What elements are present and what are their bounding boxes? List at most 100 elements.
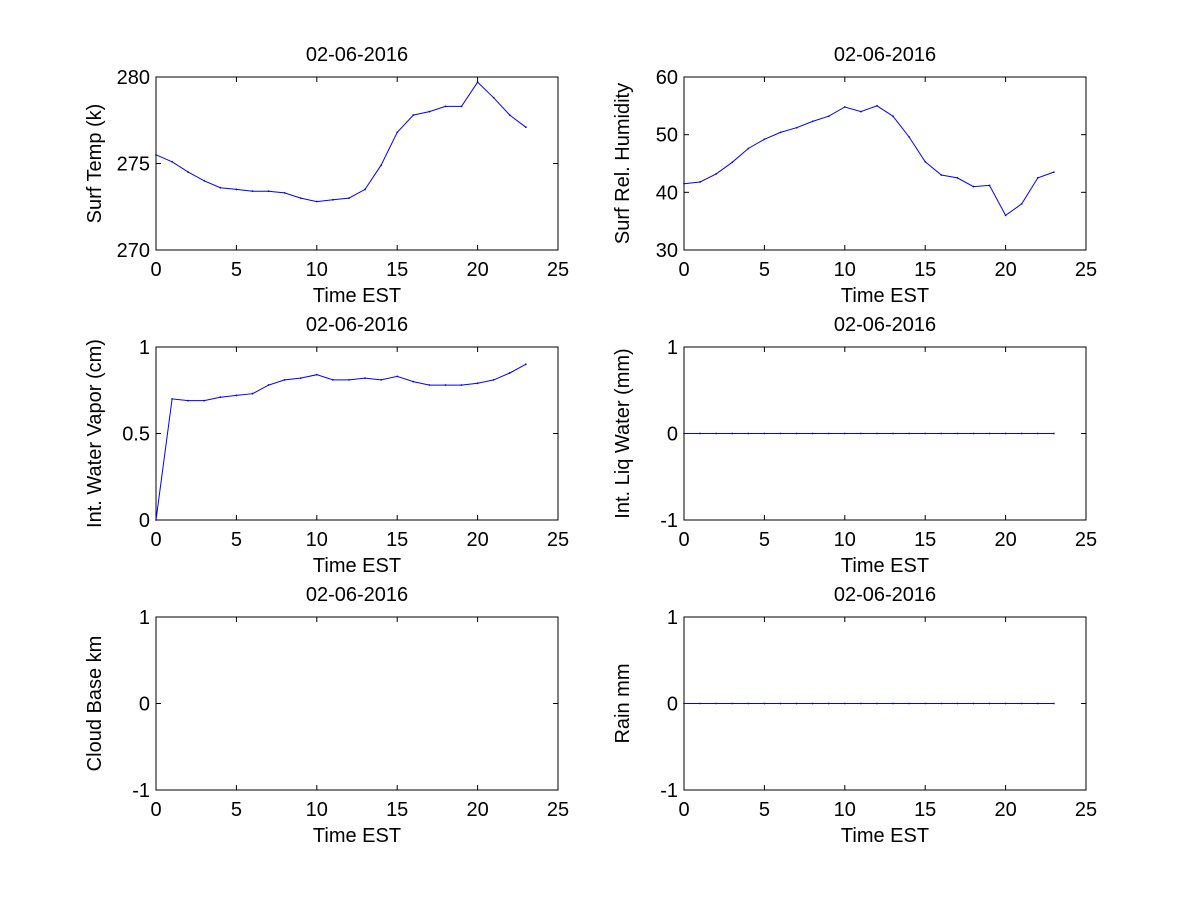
data-point [731, 161, 734, 164]
x-axis-label: Time EST [313, 285, 401, 307]
data-point [876, 702, 878, 705]
x-tick-label: 20 [994, 259, 1016, 281]
x-tick-label: 15 [914, 259, 936, 281]
data-point [747, 432, 750, 435]
data-point [956, 177, 959, 179]
data-point [956, 432, 959, 435]
data-point [1036, 702, 1039, 705]
subplot-3: 0 5 10 15 20 25 0 0.5 1 02-06-2016 Time EST Int. Wa… [84, 314, 569, 577]
data-point [892, 115, 894, 118]
data-point [843, 432, 846, 435]
data-point [731, 432, 734, 435]
data-point [492, 96, 495, 99]
data-point [1036, 432, 1039, 435]
x-tick-label: 0 [678, 799, 689, 821]
data-point [843, 106, 846, 108]
data-point [779, 702, 782, 705]
x-tick-label: 25 [547, 259, 569, 281]
data-point [171, 398, 173, 400]
data-point [747, 147, 750, 150]
data-point [715, 702, 718, 705]
data-point [811, 432, 814, 435]
y-axis-label: Rain mm [612, 663, 634, 743]
data-point [795, 432, 798, 435]
x-tick-label: 15 [386, 529, 408, 551]
x-axis-label: Time EST [841, 825, 929, 847]
data-point [396, 375, 399, 378]
y-tick-label: 275 [117, 154, 150, 176]
data-point [1052, 171, 1055, 174]
data-point [859, 110, 862, 113]
y-tick-label: 0 [139, 694, 150, 716]
y-axis-label: Surf Temp (k) [84, 104, 106, 224]
x-tick-label: 0 [150, 529, 161, 551]
data-point [251, 392, 254, 395]
x-tick-label: 20 [466, 259, 488, 281]
data-point [972, 432, 975, 435]
data-point [364, 188, 366, 191]
y-tick-label: 270 [117, 240, 150, 262]
data-point [892, 702, 894, 705]
x-tick-label: 10 [306, 529, 328, 551]
data-point [699, 181, 701, 183]
data-point [876, 104, 878, 107]
data-point [508, 372, 511, 374]
data-point [940, 702, 943, 705]
data-point [827, 115, 830, 118]
data-point [715, 432, 718, 435]
x-tick-label: 10 [306, 799, 328, 821]
x-tick-label: 15 [914, 529, 936, 551]
data-point [524, 363, 527, 366]
x-axis-label: Time EST [313, 825, 401, 847]
y-tick-label: 1 [667, 607, 678, 629]
data-point [460, 105, 463, 108]
x-tick-label: 10 [834, 259, 856, 281]
y-axis-label: Int. Water Vapor (cm) [84, 339, 106, 528]
y-tick-label: 0.5 [122, 424, 150, 446]
data-point [779, 131, 782, 134]
x-tick-label: 5 [231, 259, 242, 281]
x-tick-label: 10 [834, 799, 856, 821]
data-point [683, 432, 685, 435]
data-point [380, 164, 383, 167]
x-tick-label: 5 [759, 799, 770, 821]
data-point [940, 432, 943, 435]
plot-area [155, 616, 559, 791]
data-point [1004, 702, 1007, 705]
x-axis-label: Time EST [313, 555, 401, 577]
data-point [396, 131, 399, 134]
data-point [779, 432, 782, 435]
x-tick-label: 0 [150, 259, 161, 281]
y-tick-label: -1 [660, 510, 678, 532]
data-point [1020, 702, 1023, 705]
data-point [331, 198, 334, 201]
data-point [747, 702, 750, 705]
data-point [940, 174, 943, 176]
data-point [699, 432, 701, 435]
y-axis-label: Cloud Base km [84, 636, 106, 772]
x-tick-label: 25 [1075, 259, 1097, 281]
x-tick-label: 5 [759, 529, 770, 551]
data-point [908, 432, 911, 435]
data-point [299, 377, 302, 380]
data-point [924, 160, 927, 163]
x-tick-label: 20 [994, 529, 1016, 551]
data-point [460, 384, 463, 386]
chart-title: 02-06-2016 [834, 584, 936, 606]
y-tick-label: -1 [660, 780, 678, 802]
y-tick-label: 0 [139, 510, 150, 532]
data-point [235, 394, 238, 397]
data-point [412, 114, 415, 116]
series-line [155, 363, 527, 521]
data-point [795, 702, 798, 705]
x-tick-label: 20 [466, 799, 488, 821]
data-point [1020, 202, 1023, 205]
y-tick-label: 280 [117, 67, 150, 89]
data-point [763, 432, 766, 435]
x-tick-label: 25 [547, 799, 569, 821]
data-point [988, 184, 991, 187]
y-tick-label: 0 [667, 424, 678, 446]
data-point [171, 160, 173, 163]
